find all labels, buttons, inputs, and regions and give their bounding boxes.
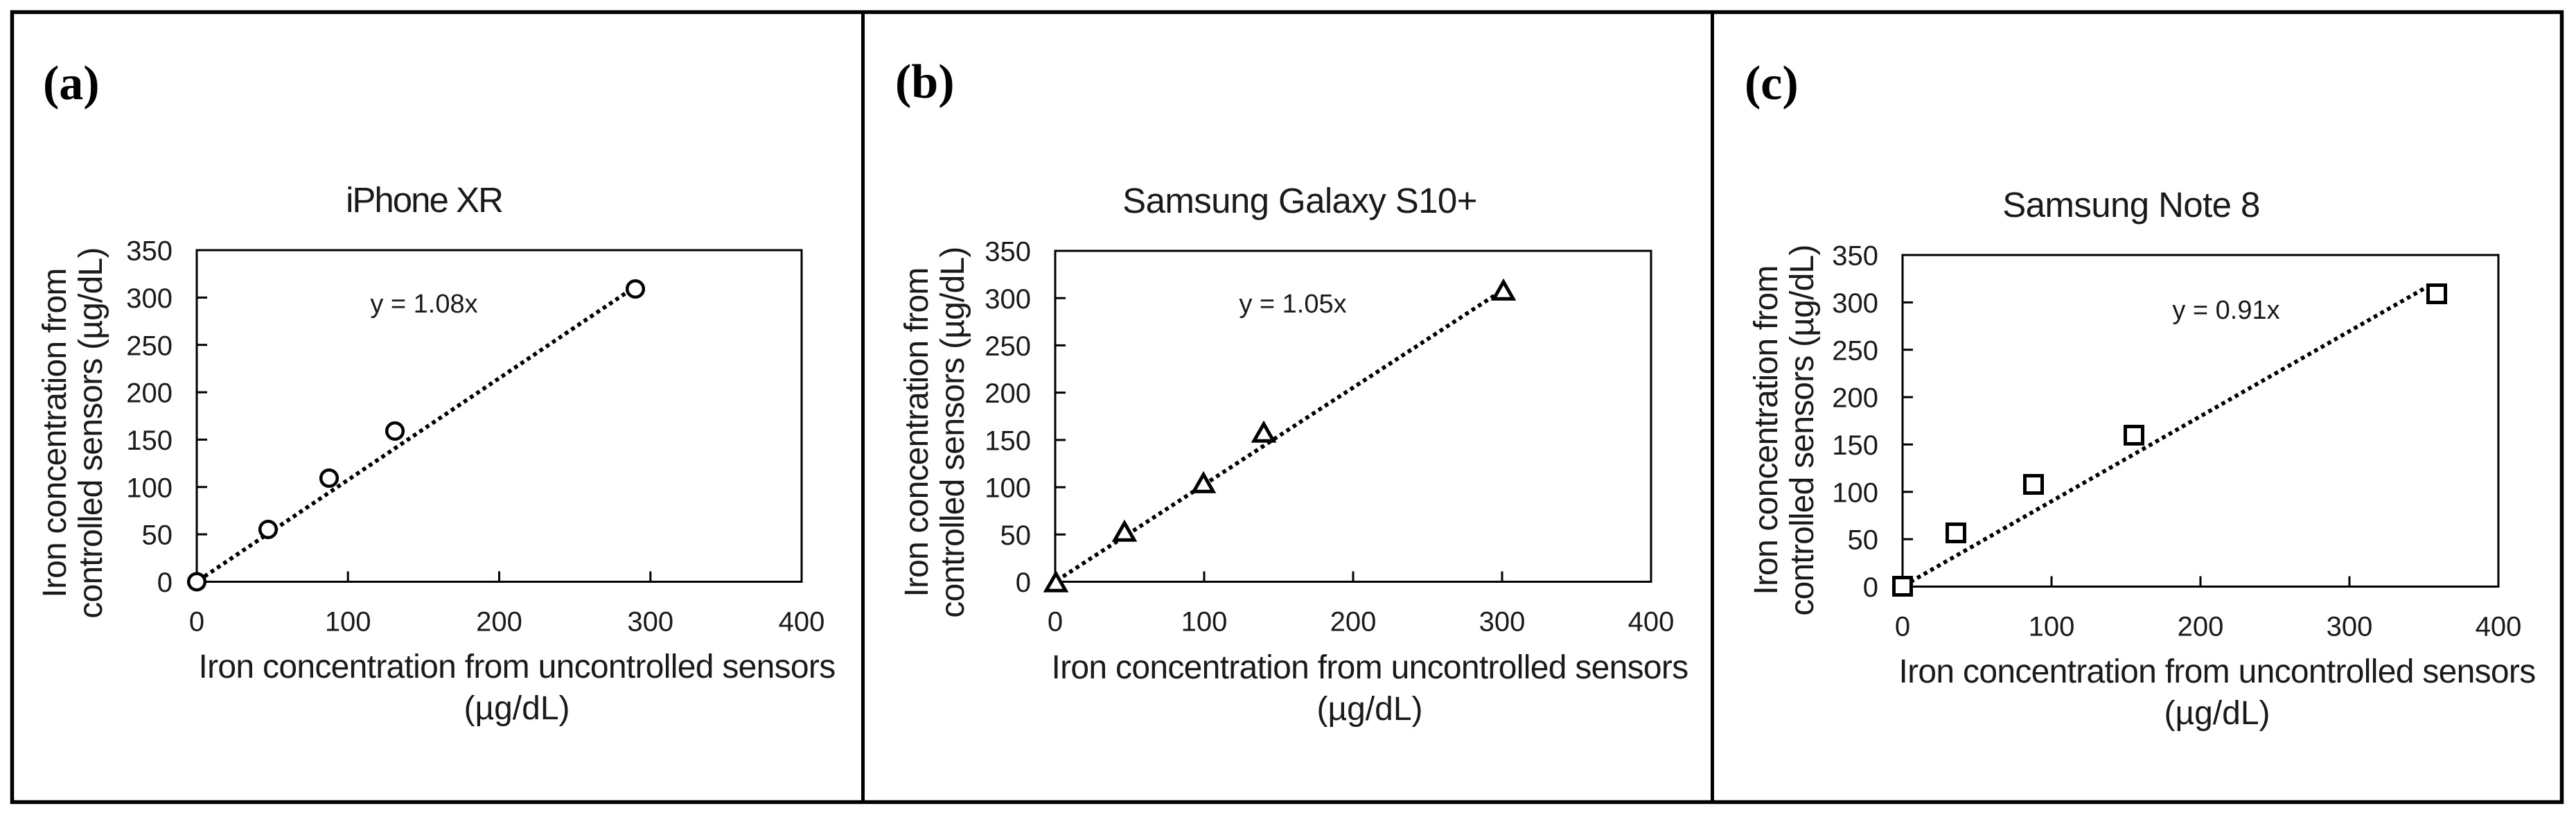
- svg-text:(µg/dL): (µg/dL): [2164, 695, 2270, 732]
- svg-text:300: 300: [2327, 612, 2373, 642]
- svg-text:y = 0.91x: y = 0.91x: [2172, 296, 2279, 325]
- svg-text:200: 200: [476, 607, 522, 638]
- svg-text:200: 200: [985, 378, 1031, 409]
- svg-text:150: 150: [985, 426, 1031, 457]
- svg-text:0: 0: [1863, 572, 1878, 603]
- svg-text:100: 100: [1832, 477, 1878, 508]
- svg-text:200: 200: [1330, 607, 1377, 638]
- svg-text:250: 250: [126, 331, 173, 361]
- svg-text:Iron concentration from uncont: Iron concentration from uncontrolled sen…: [1051, 649, 1688, 686]
- svg-text:100: 100: [985, 473, 1031, 504]
- svg-text:150: 150: [126, 425, 173, 456]
- svg-text:Iron concentration from: Iron concentration from: [37, 268, 73, 597]
- svg-text:50: 50: [1848, 525, 1879, 556]
- svg-text:300: 300: [627, 607, 673, 638]
- svg-text:controlled sensors (µg/dL): controlled sensors (µg/dL): [935, 247, 971, 617]
- svg-text:y = 1.08x: y = 1.08x: [370, 290, 477, 319]
- svg-text:400: 400: [1628, 607, 1675, 638]
- svg-text:300: 300: [985, 284, 1031, 315]
- svg-text:0: 0: [1895, 612, 1910, 642]
- svg-text:Iron concentration from: Iron concentration from: [1748, 265, 1785, 595]
- svg-text:200: 200: [126, 378, 173, 409]
- svg-text:0: 0: [1016, 568, 1031, 598]
- svg-text:(c): (c): [1745, 57, 1799, 110]
- svg-text:(µg/dL): (µg/dL): [1316, 691, 1422, 728]
- svg-text:Samsung Galaxy S10+: Samsung Galaxy S10+: [1122, 181, 1477, 220]
- svg-text:400: 400: [2476, 612, 2522, 642]
- svg-text:350: 350: [1832, 241, 1878, 272]
- svg-text:Samsung Note 8: Samsung Note 8: [2002, 185, 2260, 225]
- svg-text:Iron concentration from: Iron concentration from: [899, 267, 935, 597]
- svg-text:controlled sensors (µg/dL): controlled sensors (µg/dL): [73, 247, 109, 618]
- svg-text:350: 350: [126, 236, 173, 267]
- svg-text:200: 200: [2178, 612, 2224, 642]
- svg-text:(µg/dL): (µg/dL): [464, 690, 570, 727]
- svg-text:0: 0: [157, 568, 173, 598]
- svg-text:100: 100: [325, 607, 371, 638]
- svg-text:200: 200: [1832, 383, 1878, 414]
- svg-text:Iron concentration from uncont: Iron concentration from uncontrolled sen…: [198, 649, 835, 685]
- svg-text:Iron concentration from uncont: Iron concentration from uncontrolled sen…: [1898, 653, 2535, 690]
- svg-text:0: 0: [189, 607, 204, 638]
- svg-text:300: 300: [1832, 288, 1878, 319]
- svg-text:350: 350: [985, 237, 1031, 267]
- svg-text:y = 1.05x: y = 1.05x: [1239, 290, 1346, 319]
- svg-text:0: 0: [1048, 607, 1063, 638]
- svg-text:300: 300: [126, 283, 173, 314]
- svg-text:250: 250: [1832, 335, 1878, 366]
- svg-text:100: 100: [126, 473, 173, 503]
- svg-text:(b): (b): [895, 55, 955, 109]
- svg-text:50: 50: [142, 520, 173, 551]
- svg-text:controlled sensors (µg/dL): controlled sensors (µg/dL): [1784, 245, 1821, 615]
- svg-text:400: 400: [779, 607, 825, 638]
- svg-text:iPhone XR: iPhone XR: [346, 180, 502, 220]
- svg-text:100: 100: [2029, 612, 2075, 642]
- svg-text:50: 50: [1000, 520, 1032, 551]
- svg-text:150: 150: [1832, 430, 1878, 461]
- svg-text:100: 100: [1181, 607, 1228, 638]
- svg-text:(a): (a): [43, 57, 100, 110]
- svg-text:250: 250: [985, 331, 1031, 362]
- svg-text:300: 300: [1479, 607, 1526, 638]
